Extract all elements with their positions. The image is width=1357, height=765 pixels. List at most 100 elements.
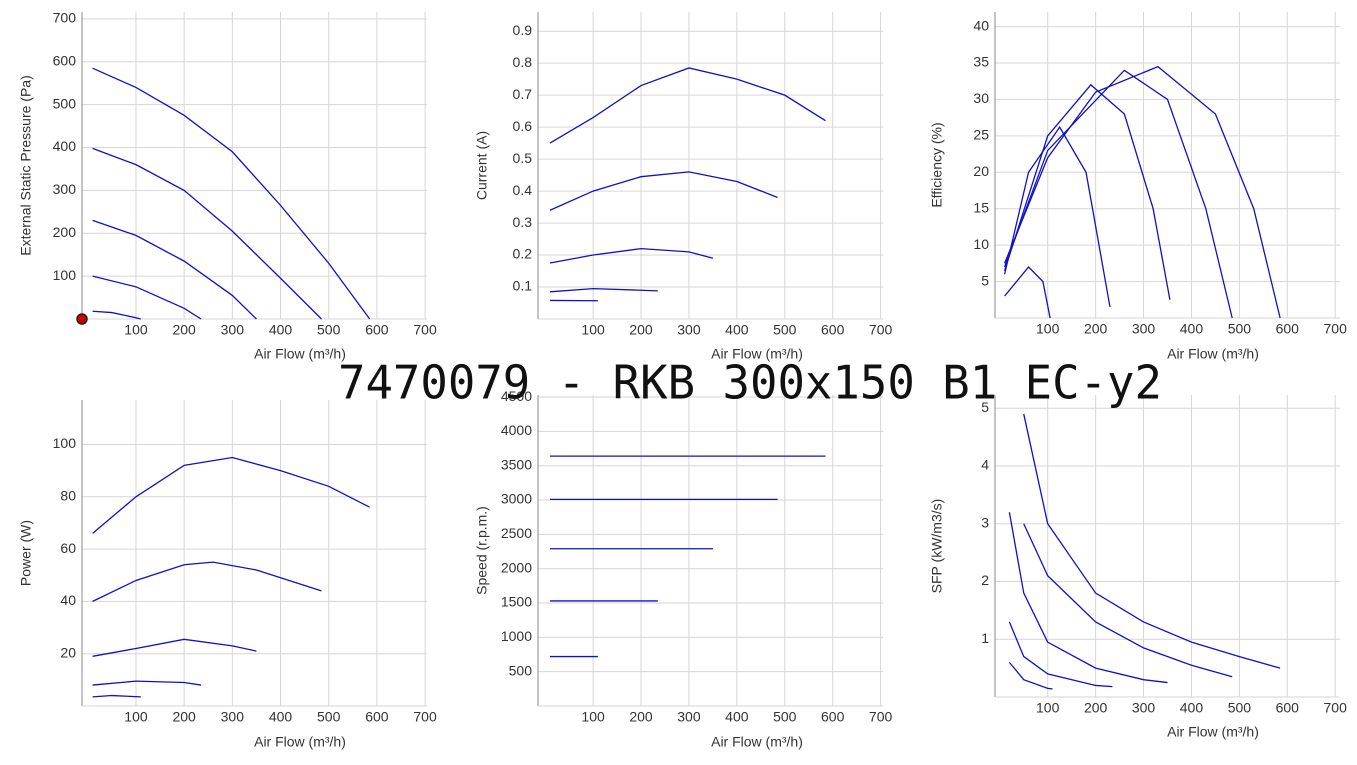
chart-panel: 100 200 300 400 500 600 700 1 2 3 4 5 Air Flow (m³/h… <box>929 395 1347 740</box>
data-line <box>1003 69 1233 319</box>
x-tick-label: 600 <box>821 322 845 338</box>
x-tick-label: 300 <box>1132 321 1156 337</box>
y-axis-label: External Static Pressure (Pa) <box>18 75 34 256</box>
y-tick-label: 0.4 <box>513 182 533 198</box>
chart-panel: 100 200 300 400 500 600 700 100 200 300 400 500 600 7… <box>18 10 437 362</box>
y-tick-label: 500 <box>509 662 533 678</box>
x-tick-label: 200 <box>629 709 653 725</box>
x-axis-label: Air Flow (m³/h) <box>254 346 346 362</box>
x-tick-label: 600 <box>821 709 845 725</box>
y-tick-label: 0.1 <box>513 278 533 294</box>
data-line <box>549 287 658 293</box>
y-tick-label: 4 <box>981 457 989 473</box>
charts: 100 200 300 400 500 600 700 100 200 300 400 500 600 7… <box>18 10 1347 750</box>
x-tick-label: 300 <box>677 322 701 338</box>
x-tick-label: 600 <box>1276 321 1300 337</box>
x-tick-label: 400 <box>725 322 749 338</box>
y-tick-label: 20 <box>60 644 76 660</box>
page-title: 7470079 - RKB 300x150 B1 EC-y2 <box>338 356 1162 410</box>
x-tick-label: 200 <box>172 322 196 338</box>
x-tick-label: 100 <box>124 709 148 725</box>
y-tick-label: 60 <box>60 540 76 556</box>
x-tick-label: 500 <box>773 322 797 338</box>
x-tick-label: 100 <box>1036 700 1060 716</box>
x-tick-label: 700 <box>869 322 893 338</box>
x-tick-label: 100 <box>124 322 148 338</box>
x-tick-label: 300 <box>677 709 701 725</box>
x-tick-label: 600 <box>365 709 389 725</box>
y-tick-label: 0.2 <box>513 246 533 262</box>
y-axis-label: Power (W) <box>18 520 34 586</box>
y-tick-label: 600 <box>53 52 77 68</box>
data-line <box>549 171 778 211</box>
y-tick-label: 20 <box>973 163 989 179</box>
x-tick-label: 400 <box>269 322 293 338</box>
chart-panel: 100 200 300 400 500 600 700 20 40 60 80 100 Air Flow… <box>18 400 437 750</box>
y-tick-label: 1500 <box>501 594 532 610</box>
y-tick-label: 40 <box>60 592 76 608</box>
x-tick-label: 700 <box>1324 700 1348 716</box>
data-line <box>549 247 714 264</box>
y-tick-label: 500 <box>53 95 77 111</box>
x-tick-label: 700 <box>413 322 437 338</box>
x-tick-label: 100 <box>581 709 605 725</box>
y-tick-label: 2 <box>981 572 989 588</box>
y-tick-label: 100 <box>53 267 77 283</box>
x-tick-label: 400 <box>1180 321 1204 337</box>
x-tick-label: 400 <box>1180 700 1204 716</box>
chart-panel: 100 200 300 400 500 600 700 500 1000 1500 2000 2500… <box>474 388 893 750</box>
chart-panel: 100 200 300 400 500 600 700 5 10 15 20 25 30 35 40 Air … <box>929 12 1347 362</box>
x-tick-label: 600 <box>1276 700 1300 716</box>
chart-panel: 100 200 300 400 500 600 700 0.1 0.2 0.3 0.4 0.5 0.6 0… <box>474 12 893 362</box>
y-tick-label: 25 <box>973 127 989 143</box>
y-tick-label: 100 <box>53 435 77 451</box>
x-tick-label: 300 <box>1132 700 1156 716</box>
x-tick-label: 100 <box>581 322 605 338</box>
x-tick-label: 300 <box>221 322 245 338</box>
y-tick-label: 0.3 <box>513 214 533 230</box>
x-tick-label: 500 <box>317 709 341 725</box>
y-tick-label: 3 <box>981 514 989 530</box>
x-tick-label: 400 <box>269 709 293 725</box>
y-tick-label: 10 <box>973 236 989 252</box>
y-tick-label: 15 <box>973 199 989 215</box>
data-line <box>1008 512 1168 684</box>
x-tick-label: 200 <box>1084 321 1108 337</box>
data-line <box>549 67 826 144</box>
data-line <box>92 638 257 657</box>
y-tick-label: 200 <box>53 224 77 240</box>
y-tick-label: 3500 <box>501 456 532 472</box>
y-tick-label: 300 <box>53 181 77 197</box>
y-tick-label: 1 <box>981 630 989 646</box>
operating-point-marker <box>76 313 88 325</box>
data-line <box>92 561 322 602</box>
x-tick-label: 300 <box>221 709 245 725</box>
data-line <box>1008 621 1113 688</box>
x-tick-label: 600 <box>365 322 389 338</box>
data-line <box>92 275 202 320</box>
x-axis-label: Air Flow (m³/h) <box>711 346 803 362</box>
data-line <box>1004 266 1051 319</box>
x-tick-label: 500 <box>317 322 341 338</box>
x-axis-label: Air Flow (m³/h) <box>711 734 803 750</box>
y-tick-label: 0.6 <box>513 118 533 134</box>
y-tick-label: 0.5 <box>513 150 533 166</box>
y-tick-label: 2000 <box>501 559 532 575</box>
y-tick-label: 4000 <box>501 422 532 438</box>
y-axis-label: Speed (r.p.m.) <box>474 506 490 595</box>
y-axis-label: SFP (kW/m3/s) <box>929 499 945 594</box>
y-tick-label: 30 <box>973 90 989 106</box>
data-line <box>1008 661 1053 690</box>
y-tick-label: 5 <box>981 272 989 288</box>
y-tick-label: 40 <box>973 17 989 33</box>
y-axis-label: Efficiency (%) <box>929 122 945 207</box>
data-line <box>1003 125 1111 308</box>
x-tick-label: 700 <box>1324 321 1348 337</box>
data-line <box>92 310 141 320</box>
data-line <box>92 219 257 320</box>
y-tick-label: 700 <box>53 10 77 26</box>
data-line <box>92 694 141 698</box>
data-line <box>92 67 371 320</box>
y-tick-label: 0.7 <box>513 86 533 102</box>
